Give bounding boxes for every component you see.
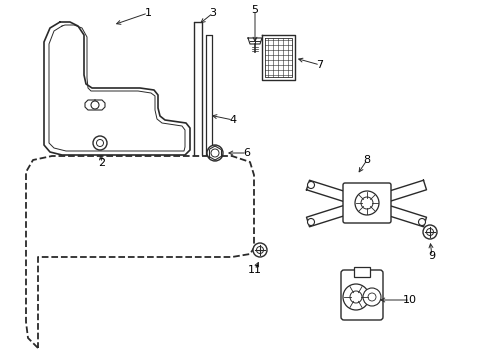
Text: 11: 11 (247, 265, 262, 275)
Circle shape (422, 225, 436, 239)
Text: 2: 2 (98, 158, 105, 168)
Bar (353, 267, 369, 277)
FancyBboxPatch shape (340, 270, 382, 320)
Text: 5: 5 (251, 5, 258, 15)
Circle shape (206, 145, 223, 161)
Polygon shape (247, 38, 262, 44)
Text: 8: 8 (363, 155, 370, 165)
Text: 6: 6 (243, 148, 250, 158)
Text: 10: 10 (402, 295, 416, 305)
Polygon shape (306, 180, 426, 227)
Circle shape (210, 149, 219, 157)
Text: 1: 1 (144, 8, 151, 18)
Polygon shape (262, 35, 294, 80)
Text: 7: 7 (316, 60, 323, 70)
Circle shape (354, 191, 378, 215)
Text: 3: 3 (209, 8, 216, 18)
Circle shape (342, 284, 368, 310)
Circle shape (252, 243, 266, 257)
Text: 9: 9 (427, 251, 435, 261)
Circle shape (307, 181, 314, 189)
Circle shape (418, 219, 425, 225)
Circle shape (307, 219, 314, 225)
Text: 4: 4 (229, 115, 236, 125)
Polygon shape (306, 180, 426, 227)
Circle shape (93, 136, 107, 150)
Circle shape (362, 288, 380, 306)
FancyBboxPatch shape (342, 183, 390, 223)
Circle shape (91, 101, 99, 109)
